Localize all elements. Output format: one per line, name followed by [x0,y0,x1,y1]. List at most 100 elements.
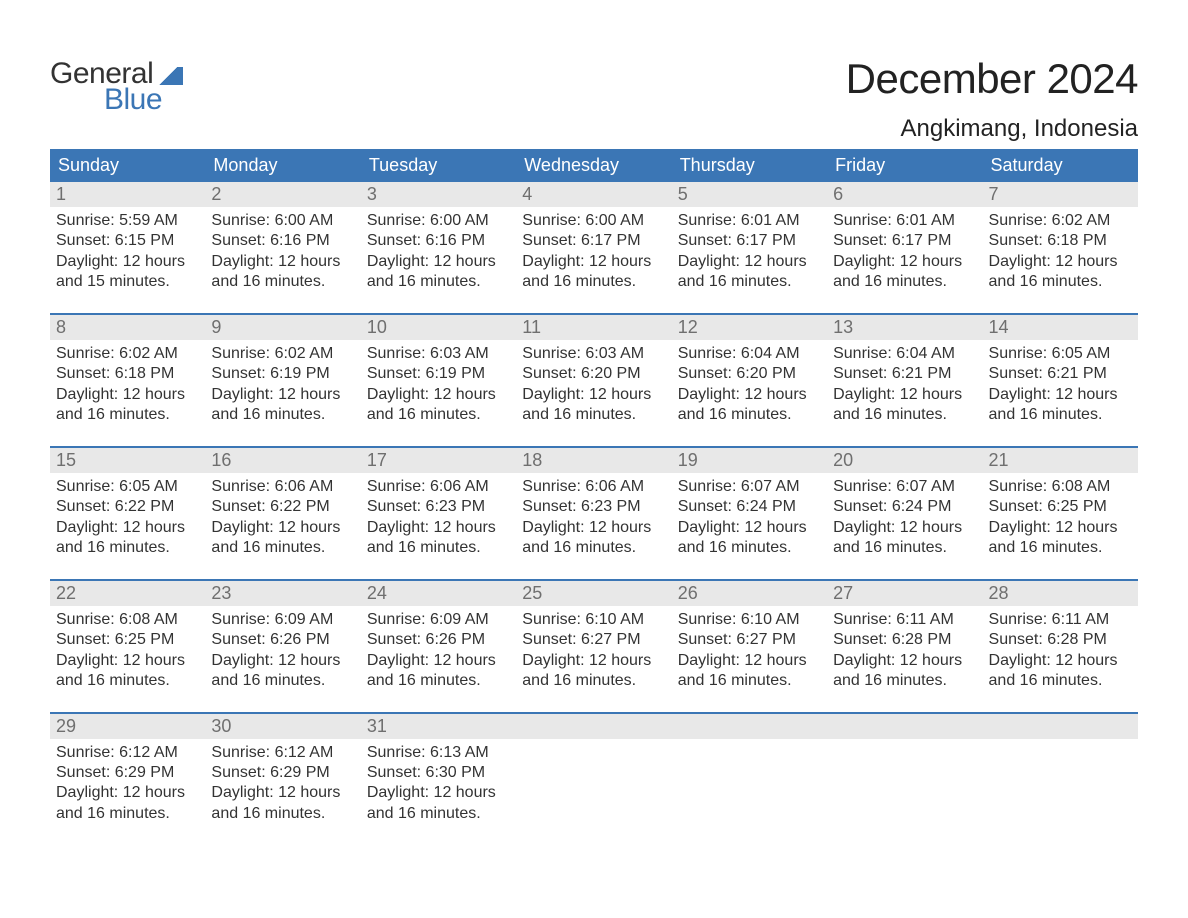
daylight-line: Daylight: 12 hours and 16 minutes. [211,518,354,559]
day-number: 24 [361,581,516,606]
sunrise-line: Sunrise: 6:02 AM [211,344,354,364]
sunset-line: Sunset: 6:17 PM [522,231,665,251]
calendar-day-cell: 28Sunrise: 6:11 AMSunset: 6:28 PMDayligh… [983,581,1138,706]
day-number: 27 [827,581,982,606]
sunset-line: Sunset: 6:17 PM [833,231,976,251]
sunrise-line: Sunrise: 6:00 AM [211,211,354,231]
day-number: 7 [983,182,1138,207]
sunset-line: Sunset: 6:27 PM [522,630,665,650]
day-info: Sunrise: 6:09 AMSunset: 6:26 PMDaylight:… [205,606,360,692]
sunrise-line: Sunrise: 6:03 AM [522,344,665,364]
day-info: Sunrise: 6:06 AMSunset: 6:23 PMDaylight:… [516,473,671,559]
daylight-line: Daylight: 12 hours and 16 minutes. [211,385,354,426]
calendar-day-cell: 20Sunrise: 6:07 AMSunset: 6:24 PMDayligh… [827,448,982,573]
day-info: Sunrise: 6:07 AMSunset: 6:24 PMDaylight:… [672,473,827,559]
sunrise-line: Sunrise: 6:07 AM [833,477,976,497]
weekday-header: Monday [205,149,360,182]
calendar-day-cell: 15Sunrise: 6:05 AMSunset: 6:22 PMDayligh… [50,448,205,573]
weekday-header: Tuesday [361,149,516,182]
sunrise-line: Sunrise: 6:06 AM [211,477,354,497]
daylight-line: Daylight: 12 hours and 16 minutes. [678,252,821,293]
sunset-line: Sunset: 6:24 PM [833,497,976,517]
day-info: Sunrise: 6:05 AMSunset: 6:21 PMDaylight:… [983,340,1138,426]
daylight-line: Daylight: 12 hours and 16 minutes. [522,651,665,692]
day-number: 3 [361,182,516,207]
calendar-day-cell [516,714,671,839]
day-number: 16 [205,448,360,473]
sunset-line: Sunset: 6:20 PM [522,364,665,384]
calendar-day-cell: 9 Sunrise: 6:02 AMSunset: 6:19 PMDaylight… [205,315,360,440]
page-subtitle: Angkimang, Indonesia [846,115,1138,143]
daylight-line: Daylight: 12 hours and 16 minutes. [833,518,976,559]
sunset-line: Sunset: 6:20 PM [678,364,821,384]
day-number: 26 [672,581,827,606]
calendar-day-cell: 16Sunrise: 6:06 AMSunset: 6:22 PMDayligh… [205,448,360,573]
daylight-line: Daylight: 12 hours and 16 minutes. [989,252,1132,293]
day-info: Sunrise: 6:03 AMSunset: 6:19 PMDaylight:… [361,340,516,426]
calendar-week: 29Sunrise: 6:12 AMSunset: 6:29 PMDayligh… [50,712,1138,839]
calendar-day-cell: 14Sunrise: 6:05 AMSunset: 6:21 PMDayligh… [983,315,1138,440]
daylight-line: Daylight: 12 hours and 16 minutes. [522,252,665,293]
daylight-line: Daylight: 12 hours and 16 minutes. [678,651,821,692]
weekday-header: Wednesday [516,149,671,182]
day-info: Sunrise: 6:06 AMSunset: 6:23 PMDaylight:… [361,473,516,559]
sunset-line: Sunset: 6:15 PM [56,231,199,251]
day-info: Sunrise: 6:03 AMSunset: 6:20 PMDaylight:… [516,340,671,426]
calendar-day-cell: 17Sunrise: 6:06 AMSunset: 6:23 PMDayligh… [361,448,516,573]
calendar-day-cell: 2Sunrise: 6:00 AMSunset: 6:16 PMDaylight… [205,182,360,307]
daylight-line: Daylight: 12 hours and 16 minutes. [211,783,354,824]
page-title: December 2024 [846,55,1138,103]
calendar-day-cell: 22Sunrise: 6:08 AMSunset: 6:25 PMDayligh… [50,581,205,706]
sunrise-line: Sunrise: 6:09 AM [211,610,354,630]
day-info: Sunrise: 6:13 AMSunset: 6:30 PMDaylight:… [361,739,516,825]
sunset-line: Sunset: 6:22 PM [211,497,354,517]
calendar-day-cell [983,714,1138,839]
daylight-line: Daylight: 12 hours and 16 minutes. [56,783,199,824]
sunset-line: Sunset: 6:19 PM [211,364,354,384]
sunrise-line: Sunrise: 6:03 AM [367,344,510,364]
day-number: 2 [205,182,360,207]
calendar-day-cell: 12Sunrise: 6:04 AMSunset: 6:20 PMDayligh… [672,315,827,440]
day-number [672,714,827,739]
sunrise-line: Sunrise: 6:00 AM [367,211,510,231]
sunrise-line: Sunrise: 6:05 AM [989,344,1132,364]
day-number: 9 [205,315,360,340]
day-info: Sunrise: 6:04 AMSunset: 6:21 PMDaylight:… [827,340,982,426]
calendar-day-cell: 8Sunrise: 6:02 AMSunset: 6:18 PMDaylight… [50,315,205,440]
sunset-line: Sunset: 6:17 PM [678,231,821,251]
calendar-day-cell: 1Sunrise: 5:59 AMSunset: 6:15 PMDaylight… [50,182,205,307]
day-info: Sunrise: 6:08 AMSunset: 6:25 PMDaylight:… [50,606,205,692]
day-number: 25 [516,581,671,606]
day-number: 11 [516,315,671,340]
calendar-day-cell: 26Sunrise: 6:10 AMSunset: 6:27 PMDayligh… [672,581,827,706]
sunset-line: Sunset: 6:23 PM [522,497,665,517]
day-info: Sunrise: 6:02 AMSunset: 6:18 PMDaylight:… [50,340,205,426]
weekday-header: Saturday [983,149,1138,182]
sunrise-line: Sunrise: 6:10 AM [522,610,665,630]
weekday-header: Thursday [672,149,827,182]
day-info: Sunrise: 6:10 AMSunset: 6:27 PMDaylight:… [672,606,827,692]
day-number: 28 [983,581,1138,606]
sunrise-line: Sunrise: 6:04 AM [833,344,976,364]
day-info: Sunrise: 6:11 AMSunset: 6:28 PMDaylight:… [827,606,982,692]
sunset-line: Sunset: 6:25 PM [989,497,1132,517]
sunrise-line: Sunrise: 6:02 AM [989,211,1132,231]
day-number [827,714,982,739]
sunset-line: Sunset: 6:22 PM [56,497,199,517]
calendar-day-cell: 18Sunrise: 6:06 AMSunset: 6:23 PMDayligh… [516,448,671,573]
calendar-day-cell [827,714,982,839]
day-number: 22 [50,581,205,606]
day-number: 1 [50,182,205,207]
day-number [516,714,671,739]
calendar-day-cell: 7Sunrise: 6:02 AMSunset: 6:18 PMDaylight… [983,182,1138,307]
day-info: Sunrise: 6:06 AMSunset: 6:22 PMDaylight:… [205,473,360,559]
calendar-day-cell: 4Sunrise: 6:00 AMSunset: 6:17 PMDaylight… [516,182,671,307]
daylight-line: Daylight: 12 hours and 16 minutes. [522,518,665,559]
sunset-line: Sunset: 6:19 PM [367,364,510,384]
sunrise-line: Sunrise: 6:09 AM [367,610,510,630]
calendar-day-cell: 19Sunrise: 6:07 AMSunset: 6:24 PMDayligh… [672,448,827,573]
day-number: 13 [827,315,982,340]
daylight-line: Daylight: 12 hours and 16 minutes. [833,651,976,692]
sunset-line: Sunset: 6:21 PM [989,364,1132,384]
sunrise-line: Sunrise: 6:05 AM [56,477,199,497]
